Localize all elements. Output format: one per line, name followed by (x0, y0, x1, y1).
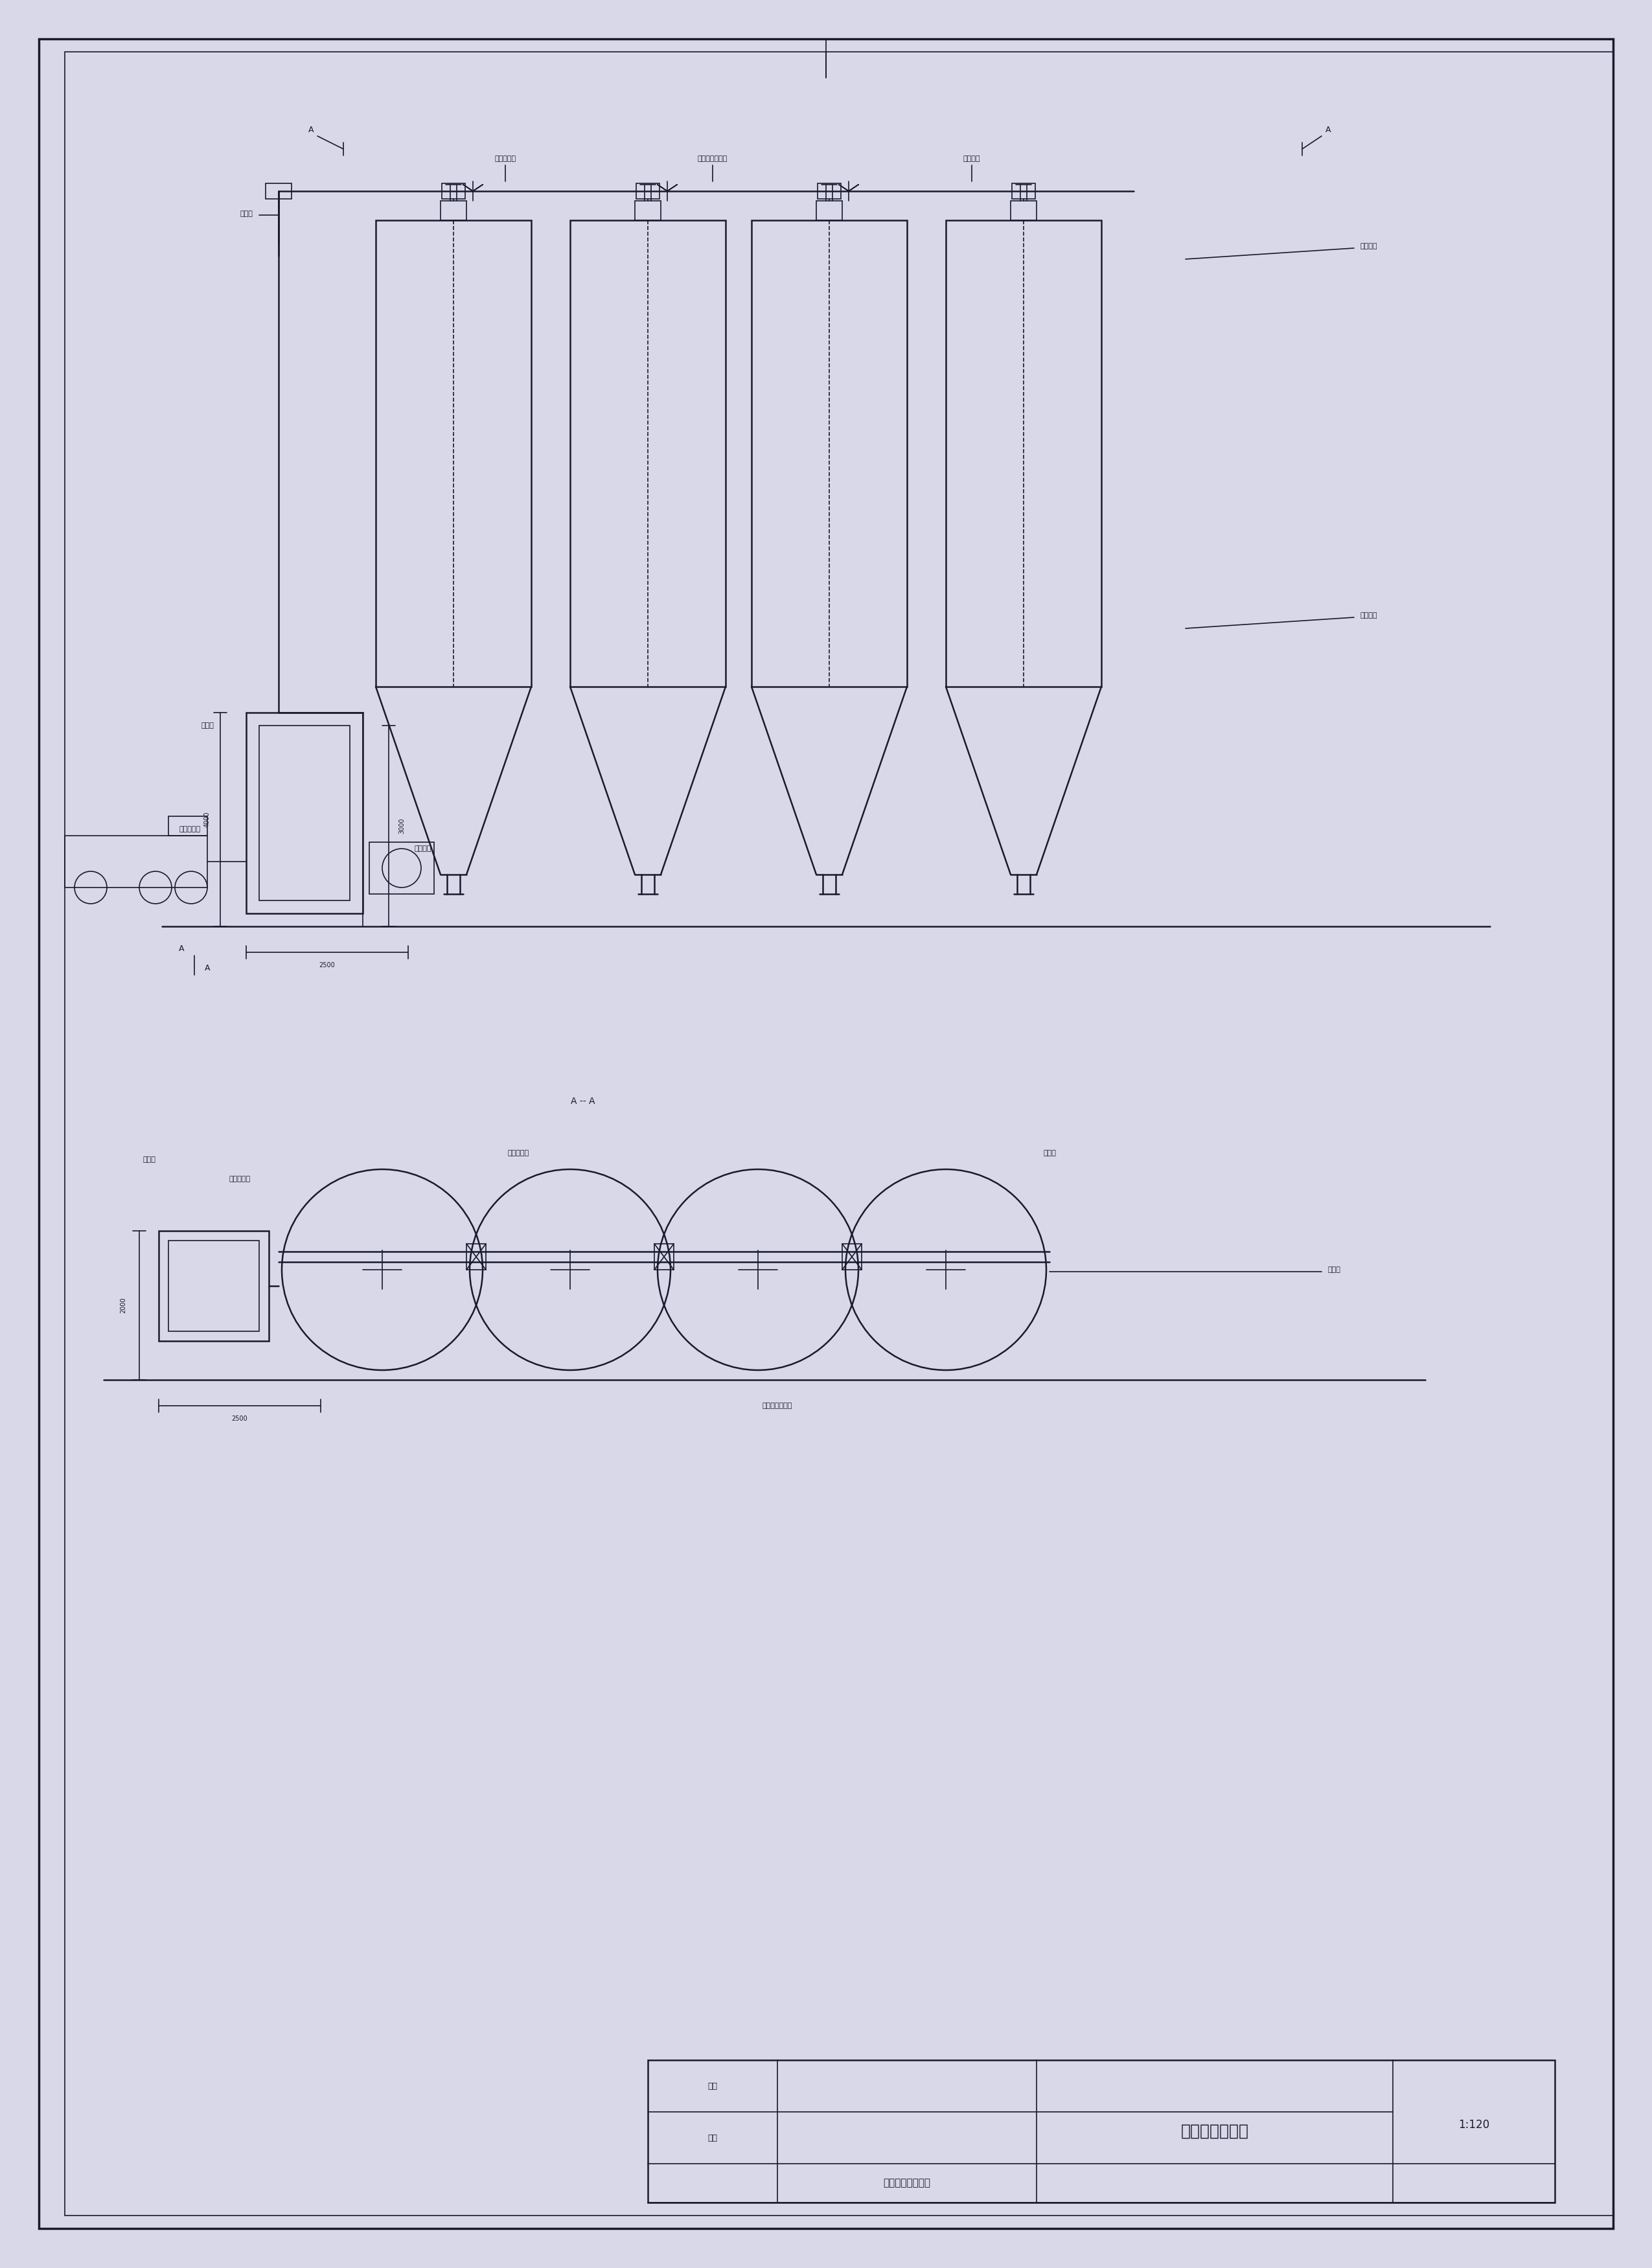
Text: 巩义市富成机械厂: 巩义市富成机械厂 (884, 2177, 930, 2189)
Bar (169, 1241, 259, 1331)
Bar (648, 2059, 1555, 2202)
Text: 2500: 2500 (319, 962, 335, 968)
Bar (64, 835, 206, 887)
Bar (246, 712, 363, 914)
Bar (947, 220, 1102, 687)
Bar (169, 816, 206, 835)
Text: 压力真空释放阀: 压力真空释放阀 (697, 156, 727, 161)
Text: 校核: 校核 (707, 2134, 717, 2141)
Text: 气力输送示意图: 气力输送示意图 (1181, 2123, 1249, 2139)
Text: A: A (205, 964, 210, 973)
Text: 进料口: 进料口 (202, 721, 213, 728)
Bar (370, 841, 434, 894)
Text: 顶顶进通管: 顶顶进通管 (507, 1150, 529, 1157)
Text: 4000: 4000 (205, 812, 210, 828)
Bar (570, 220, 725, 687)
Text: 2500: 2500 (231, 1415, 248, 1422)
Bar (441, 202, 466, 220)
Text: 2000: 2000 (121, 1297, 126, 1313)
Text: 耐磨弯头: 耐磨弯头 (963, 156, 980, 161)
Text: 压力真空释放阀: 压力真空释放阀 (762, 1402, 793, 1408)
Bar (259, 726, 350, 900)
Bar (441, 184, 466, 200)
Bar (266, 184, 291, 200)
Text: 气力提升泵: 气力提升泵 (230, 1175, 251, 1182)
Text: 双路阀: 双路阀 (1042, 1150, 1056, 1157)
Bar (636, 184, 659, 200)
Text: 料位计: 料位计 (1328, 1266, 1341, 1272)
Bar (818, 184, 841, 200)
Bar (375, 220, 532, 687)
Text: 低料位计: 低料位计 (1361, 612, 1378, 619)
Text: 3000: 3000 (398, 819, 405, 835)
Bar (634, 202, 661, 220)
Text: A: A (178, 946, 183, 953)
Text: A: A (309, 125, 314, 134)
Text: 罗茨风机: 罗茨风机 (415, 846, 431, 853)
Bar (159, 1232, 269, 1340)
Text: A -- A: A -- A (572, 1098, 595, 1107)
Text: 制图: 制图 (707, 2082, 717, 2091)
Bar (752, 220, 907, 687)
Bar (843, 1243, 862, 1270)
Text: 1:120: 1:120 (1459, 2118, 1490, 2130)
Bar (466, 1243, 486, 1270)
Bar (654, 1243, 674, 1270)
Bar (816, 202, 843, 220)
Bar (1013, 184, 1036, 200)
Text: 顶顶进通管: 顶顶进通管 (494, 156, 515, 161)
Text: 高料位计: 高料位计 (1361, 243, 1378, 249)
Bar (1011, 202, 1036, 220)
Text: 气力提升泵: 气力提升泵 (180, 826, 202, 832)
Text: A: A (1325, 125, 1332, 134)
Text: 双路阀: 双路阀 (240, 211, 253, 218)
Text: 进料口: 进料口 (142, 1157, 155, 1163)
